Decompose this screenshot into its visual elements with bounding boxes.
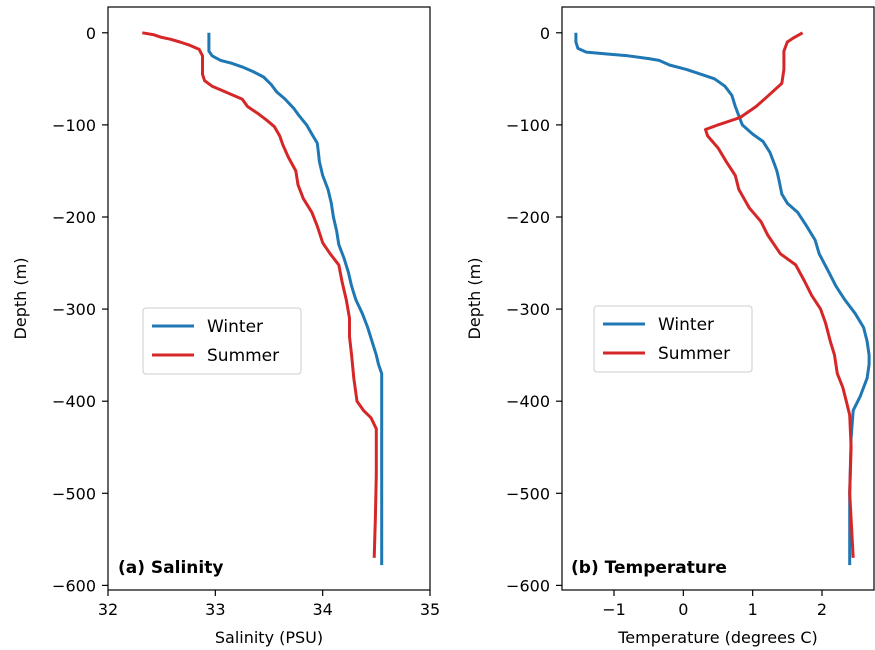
y-tick-label: −300	[506, 300, 550, 319]
plot-frame	[561, 6, 875, 591]
y-tick-label: −200	[52, 208, 96, 227]
temperature-panel: −1 0 1 2 0 −100 −200 −300 −400 −500 −600 Temperatur…	[465, 6, 875, 647]
y-tick-label: −500	[52, 484, 96, 503]
panel-label: (b) Temperature	[571, 558, 727, 578]
x-axis-label: Temperature (degrees C)	[617, 628, 818, 647]
y-tick-label: −100	[52, 116, 96, 135]
legend-label-summer: Summer	[658, 344, 730, 364]
y-tick-label: −100	[506, 116, 550, 135]
x-axis-label: Salinity (PSU)	[215, 628, 323, 647]
legend-label-summer: Summer	[207, 346, 279, 366]
series-line-summer	[142, 31, 378, 558]
x-tick-label: 35	[420, 600, 440, 619]
y-axis-label: Depth (m)	[11, 258, 30, 340]
legend: Winter Summer	[593, 305, 753, 373]
y-tick-label: −200	[506, 208, 550, 227]
x-tick-label: 34	[312, 600, 332, 619]
series-line-winter	[207, 32, 384, 566]
x-tick-label: 1	[748, 600, 758, 619]
x-tick-label: 32	[98, 600, 118, 619]
y-tick-label: −400	[506, 392, 550, 411]
y-tick-label: −600	[52, 576, 96, 595]
legend: Winter Summer	[142, 307, 302, 375]
y-tick-label: −500	[506, 484, 550, 503]
plot-frame	[107, 6, 431, 591]
y-tick-label: −300	[52, 300, 96, 319]
x-tick-label: −1	[602, 600, 626, 619]
x-tick-label: 0	[678, 600, 688, 619]
x-tick-label: 33	[205, 600, 225, 619]
x-tick-label: 2	[817, 600, 827, 619]
legend-label-winter: Winter	[658, 315, 714, 335]
y-tick-label: 0	[540, 24, 550, 43]
series-line-summer	[704, 31, 855, 558]
legend-label-winter: Winter	[207, 317, 263, 337]
y-tick-label: −600	[506, 576, 550, 595]
salinity-panel: 32 33 34 35 0 −100 −200 −300 −400 −500 −600 Salinit…	[11, 6, 440, 647]
panel-label: (a) Salinity	[118, 558, 223, 578]
y-tick-label: −400	[52, 392, 96, 411]
y-tick-label: 0	[86, 24, 96, 43]
y-axis-label: Depth (m)	[465, 258, 484, 340]
series-line-winter	[574, 32, 871, 566]
